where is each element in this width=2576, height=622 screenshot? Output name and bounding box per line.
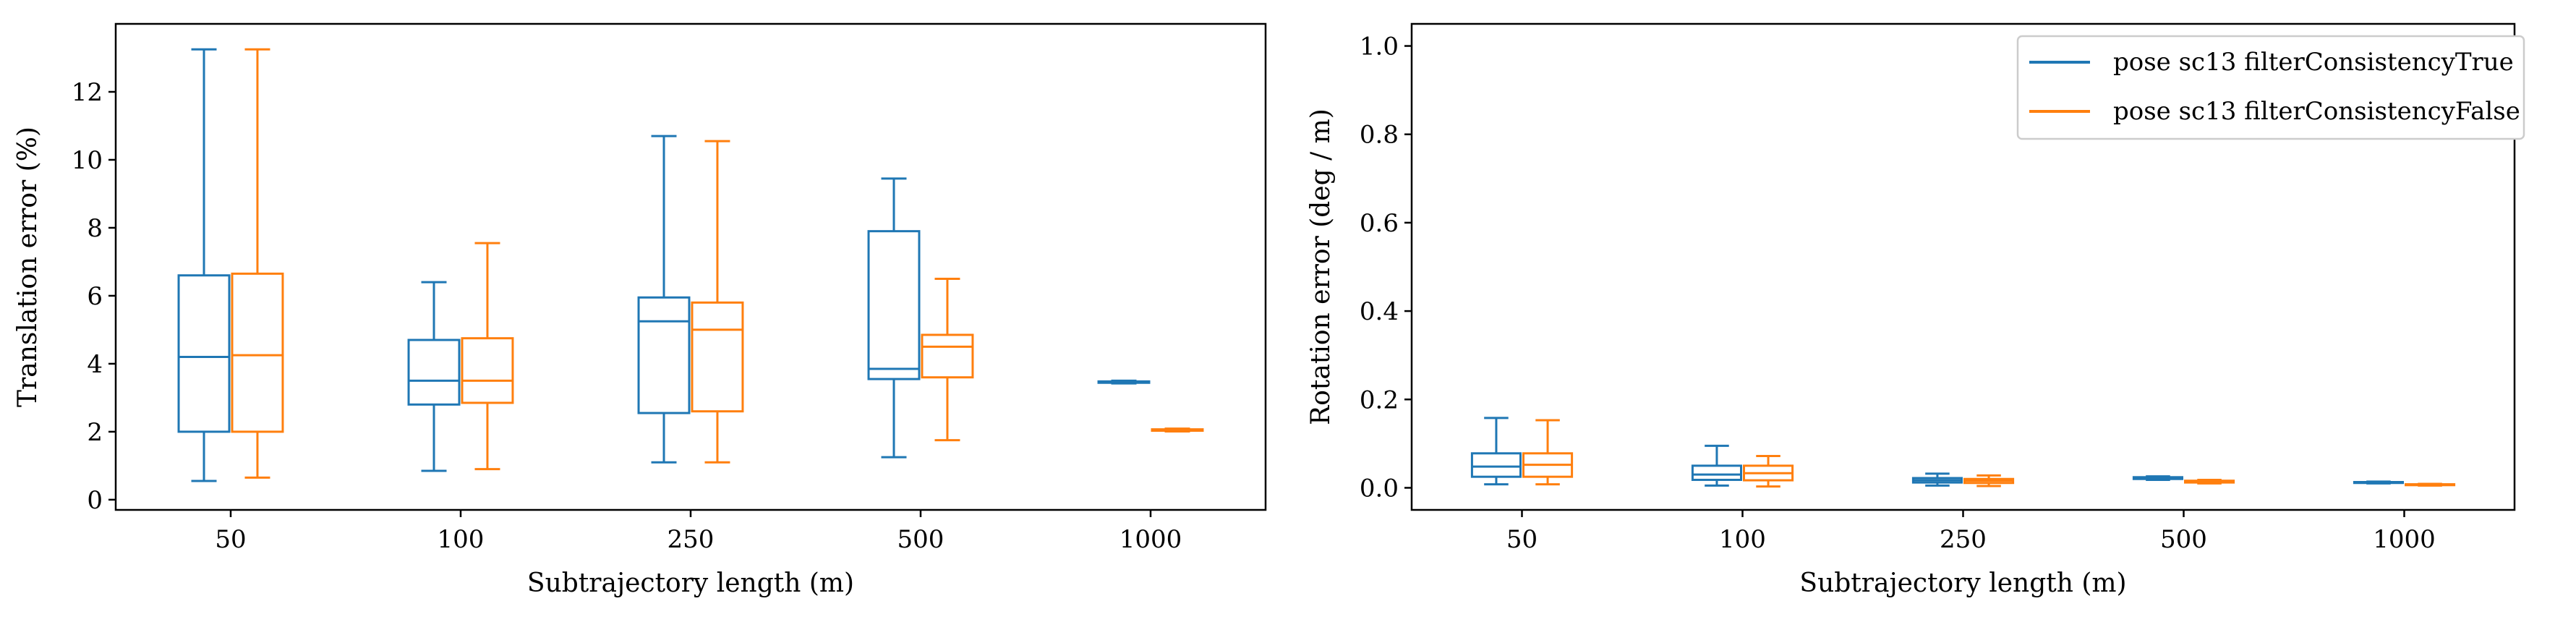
y-tick-label: 0.6 [1360, 209, 1399, 238]
box-filter-true-1000 [2353, 480, 2404, 485]
y-tick-label: 12 [72, 78, 103, 107]
x-tick-label: 500 [897, 525, 944, 554]
box-filter-false-500 [2184, 478, 2235, 485]
x-tick-label: 100 [1719, 525, 1766, 554]
iqr-box [637, 296, 691, 414]
iqr-box [867, 230, 921, 380]
x-tick-label: 500 [2160, 525, 2207, 554]
y-axis-label: Rotation error (deg / m) [1306, 108, 1336, 425]
box-filter-true-500 [867, 177, 921, 459]
box-filter-false-100 [1743, 454, 1794, 488]
y-tick-label: 0.0 [1360, 474, 1399, 503]
y-tick-label: 8 [87, 214, 103, 243]
iqr-box [407, 338, 461, 406]
rotation-error-plot: 0.0 0.2 0.4 0.6 0.8 1.0 50 100 250 500 1000 Subtraj… [1306, 22, 2516, 598]
box-filter-false-50 [231, 48, 284, 479]
box-filter-true-100 [407, 281, 461, 472]
y-axis-label: Translation error (%) [13, 127, 43, 407]
box-filter-true-50 [1470, 417, 1522, 486]
legend-label-filter-false: pose sc13 filterConsistencyFalse [2113, 97, 2520, 126]
iqr-box [231, 272, 284, 433]
box-filter-true-1000 [1097, 379, 1151, 385]
box-filter-false-1000 [1151, 427, 1204, 433]
x-tick-label: 50 [215, 525, 246, 554]
box-filter-true-250 [637, 135, 691, 464]
iqr-box [1470, 452, 1522, 478]
iqr-box [461, 337, 514, 404]
box-filter-false-250 [691, 140, 744, 464]
y-tick-label: 4 [87, 350, 103, 379]
iqr-box [1691, 464, 1742, 481]
x-tick-label: 1000 [2373, 525, 2436, 554]
legend: pose sc13 filterConsistencyTrue pose sc1… [2016, 35, 2525, 140]
x-axis-label: Subtrajectory length (m) [1799, 568, 2126, 598]
y-tick-label: 10 [72, 146, 103, 175]
iqr-box [177, 274, 231, 433]
x-tick-label: 100 [438, 525, 485, 554]
box-filter-true-100 [1691, 444, 1742, 487]
axes-frame [114, 22, 1267, 511]
box-filter-true-50 [177, 48, 231, 482]
legend-frame [2016, 35, 2525, 140]
x-tick-label: 250 [668, 525, 715, 554]
y-tick-label: 6 [87, 282, 103, 311]
x-axis-label: Subtrajectory length (m) [527, 568, 854, 598]
x-tick-label: 50 [1506, 525, 1538, 554]
y-tick-label: 1.0 [1360, 33, 1399, 61]
box-filter-false-250 [1963, 474, 2015, 487]
x-tick-label: 250 [1940, 525, 1987, 554]
box-filter-false-50 [1522, 419, 1574, 486]
box-filter-false-1000 [2405, 482, 2456, 487]
box-filter-true-500 [2132, 475, 2183, 481]
legend-label-filter-true: pose sc13 filterConsistencyTrue [2113, 48, 2514, 77]
y-tick-label: 0.4 [1360, 297, 1399, 326]
box-filter-false-500 [921, 277, 974, 442]
y-tick-label: 0.2 [1360, 385, 1399, 414]
box-filter-true-250 [1911, 472, 1963, 487]
y-tick-label: 0 [87, 486, 103, 515]
y-tick-label: 0.8 [1360, 121, 1399, 150]
y-tick-label: 2 [87, 418, 103, 447]
box-filter-false-100 [461, 242, 514, 471]
iqr-box [921, 333, 974, 379]
x-tick-label: 1000 [1119, 525, 1182, 554]
iqr-box [691, 301, 744, 413]
translation-error-plot: 0 2 4 6 8 10 12 50 100 250 500 1000 Subtrajectory le… [13, 22, 1267, 598]
